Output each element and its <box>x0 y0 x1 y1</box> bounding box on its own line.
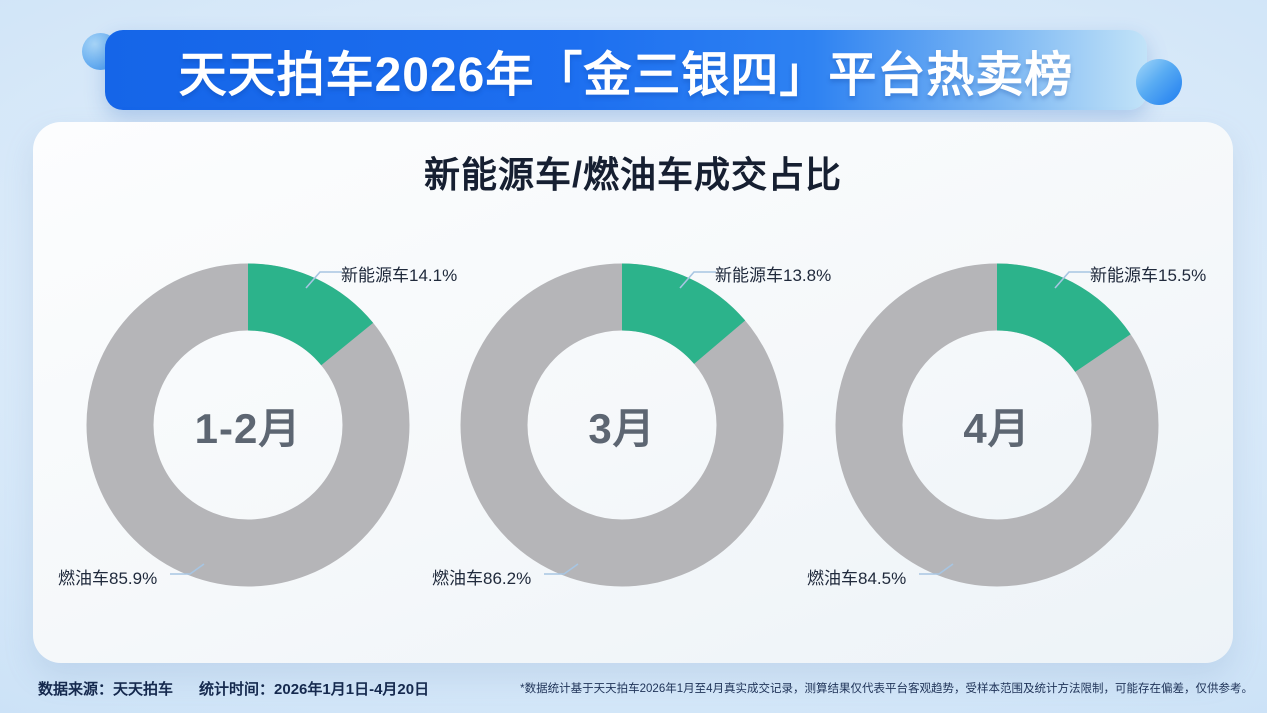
fuel-connector-line <box>544 563 579 575</box>
chart-title: 新能源车/燃油车成交占比 <box>423 154 842 195</box>
donut-rings <box>86 263 410 587</box>
donut-chart-jan-feb: 1-2月 新能源车14.1% 燃油车85.9% <box>48 242 457 642</box>
footer-source-period: 数据来源：天天拍车 统计时间：2026年1月1日-4月20日 <box>38 678 429 699</box>
donut-rings <box>835 263 1159 587</box>
donut-chart-march: 3月 新能源车13.8% 燃油车86.2% <box>422 242 831 642</box>
ev-connector-line <box>1054 271 1091 289</box>
footer: 数据来源：天天拍车 统计时间：2026年1月1日-4月20日 *数据统计基于天天拍… <box>0 663 1267 713</box>
donut-center-label: 4月 <box>963 404 1031 452</box>
ev-arc <box>460 263 784 587</box>
stat-period-text: 统计时间：2026年1月1日-4月20日 <box>199 680 430 698</box>
fuel-share-label: 燃油车84.5% <box>807 569 907 588</box>
ev-share-label: 新能源车13.8% <box>715 266 832 285</box>
chart-card: 新能源车/燃油车成交占比 1-2月 新能源车14.1% 燃油车85.9% 3月 … <box>33 122 1233 663</box>
donut-rings <box>460 263 784 587</box>
ev-share-label: 新能源车14.1% <box>341 266 458 285</box>
fuel-share-label: 燃油车85.9% <box>58 569 158 588</box>
fuel-share-label: 燃油车86.2% <box>432 569 532 588</box>
ev-connector-line <box>305 271 342 289</box>
ev-share-label: 新能源车15.5% <box>1090 266 1207 285</box>
fuel-connector-line <box>919 563 954 575</box>
ev-arc <box>835 263 1159 587</box>
ev-connector-line <box>679 271 716 289</box>
fuel-connector-line <box>170 563 205 575</box>
donut-center-label: 1-2月 <box>194 404 302 452</box>
header-banner: 天天拍车2026年「金三银四」平台热卖榜 <box>105 30 1147 110</box>
donut-center-label: 3月 <box>588 404 656 452</box>
donut-chart-april: 4月 新能源车15.5% 燃油车84.5% <box>797 242 1206 642</box>
data-source-text: 数据来源：天天拍车 <box>38 680 174 698</box>
decor-dot-right <box>1136 59 1182 105</box>
ev-arc <box>86 263 410 587</box>
page-title: 天天拍车2026年「金三银四」平台热卖榜 <box>178 49 1074 102</box>
footer-disclaimer: *数据统计基于天天拍车2026年1月至4月真实成交记录，测算结果仅代表平台客观趋… <box>520 683 1253 695</box>
